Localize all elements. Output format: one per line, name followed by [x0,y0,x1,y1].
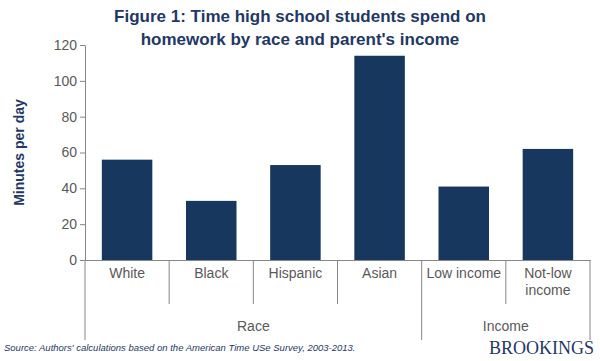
x-tick-label-line: Black [194,265,229,281]
y-tick-label: 0 [69,252,77,268]
x-tick-label: Hispanic [269,265,323,281]
x-tick-label-line: Hispanic [269,265,323,281]
bar [523,149,574,260]
category-divider [169,260,170,304]
group-divider [85,260,86,340]
x-tick: White [109,260,145,281]
x-tick: Low income [426,260,501,281]
y-axis-line [85,46,86,261]
group-label: Income [483,318,529,334]
y-tick-mark [80,117,85,118]
y-tick-mark [80,81,85,82]
title: Figure 1: Time high school students spen… [114,7,486,49]
y-tick: 40 [61,180,85,196]
chart: Figure 1: Time high school students spen… [0,0,600,361]
category-divider [337,260,338,304]
bar [270,165,321,260]
brand: BROOKINGS [489,338,594,358]
x-tick-label-line: Not-low [524,265,572,281]
category-divider [505,260,506,304]
x-tick: Hispanic [269,260,323,281]
x-tick-label: Black [194,265,229,281]
x-tick: Asian [362,260,397,281]
y-tick: 80 [61,109,85,125]
y-axis: 0 20 40 60 80 100 120 [54,37,86,268]
x-tick-label: Low income [426,265,501,281]
bar [186,201,237,260]
group-label: Race [237,318,270,334]
title-line: homework by race and parent's income [141,30,460,49]
bar [354,56,405,260]
y-axis-title: Minutes per day [11,99,27,206]
y-tick-mark [80,45,85,46]
y-tick-mark [80,260,85,261]
category-divider [253,260,254,304]
group-divider [590,260,591,340]
y-tick-label: 40 [61,180,77,196]
dividers [85,260,590,340]
y-tick-label: 60 [61,144,77,160]
plot: 0 20 40 60 80 100 120 White Black Hispanic Asian Lo… [54,37,591,340]
y-tick-label: 100 [54,73,78,89]
source: Source: Authors' calculations based on t… [4,342,355,353]
bar [102,160,153,260]
y-tick-mark [80,188,85,189]
bars [102,56,573,260]
y-tick: 0 [69,252,85,268]
y-tick: 20 [61,216,85,232]
x-tick-label-line: White [109,265,145,281]
x-tick-label-line: income [525,282,570,298]
x-tick-label: White [109,265,145,281]
x-tick-label: Not-lowincome [524,265,572,298]
y-tick: 100 [54,73,85,89]
y-tick-label: 120 [54,37,78,53]
y-tick-mark [80,224,85,225]
x-tick: Not-lowincome [524,260,572,298]
y-tick-mark [80,153,85,154]
title-line: Figure 1: Time high school students spen… [114,7,486,26]
bar [439,187,490,260]
y-tick-label: 20 [61,216,77,232]
group-divider [421,260,422,340]
y-tick: 60 [61,144,85,160]
y-tick: 120 [54,37,85,53]
x-tick-label-line: Low income [426,265,501,281]
y-tick-label: 80 [61,109,77,125]
x-tick-label-line: Asian [362,265,397,281]
x-tick-label: Asian [362,265,397,281]
x-tick: Black [194,260,229,281]
